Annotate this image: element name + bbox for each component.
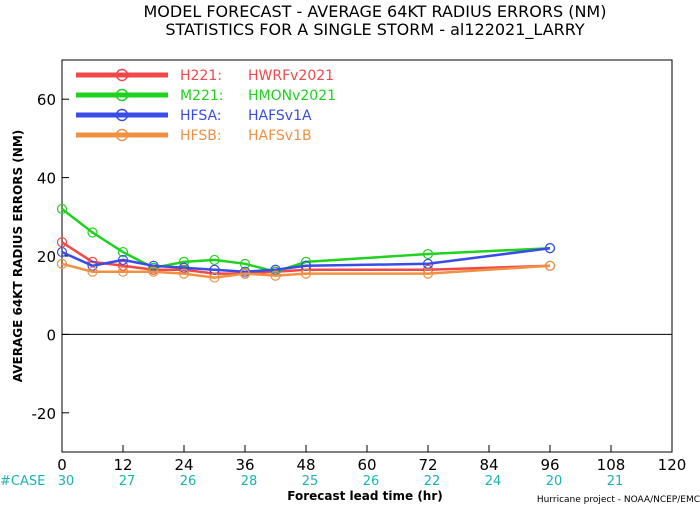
data-point [56,237,68,248]
x-axis-label: Forecast lead time (hr) [287,489,443,503]
case-count: 21 [607,474,624,489]
series-3 [56,258,556,283]
case-count: 20 [546,474,563,489]
data-point [148,260,159,271]
plot-frame [61,59,673,453]
y-tick-label: 0 [46,326,56,344]
legend-item: HFSA: HAFSv1A [76,108,312,124]
data-point [148,266,159,277]
x-tick-label: 48 [296,456,315,474]
legend-code: HFSB: [180,128,222,144]
case-label: #CASE [0,474,45,489]
case-count: 26 [363,474,380,489]
chart-title: MODEL FORECAST - AVERAGE 64KT RADIUS ERR… [144,2,607,21]
x-tick-label: 120 [658,456,687,474]
data-point [422,268,434,279]
data-point [87,227,98,238]
legend-item: H221: HWRFv2021 [76,68,334,84]
legend-item: HFSB: HAFSv1B [76,128,312,144]
case-count: 22 [424,474,441,489]
data-point [270,270,281,281]
data-point [544,260,556,271]
data-point [117,246,129,258]
data-point [87,266,98,277]
data-point [117,254,129,266]
data-point [239,268,251,279]
legend-marker [115,108,129,122]
x-tick-label: 12 [113,456,132,474]
data-point [117,260,129,271]
case-count: 25 [302,474,319,489]
data-point [270,264,281,275]
y-axis-label: AVERAGE 64KT RADIUS ERRORS (NM) [11,130,25,382]
legend-code: H221: [180,68,222,84]
series-line [61,262,551,279]
data-point [544,243,556,254]
legend-model: HAFSv1B [248,128,312,144]
series-layer [56,203,556,283]
y-axis-ticks: -20 0 20 40 60 [32,91,69,423]
x-axis-ticks: 0 12 24 36 48 60 72 84 96 108 120 [57,445,686,474]
legend-marker [115,68,129,82]
data-point [178,256,190,267]
case-count: 26 [180,474,197,489]
data-point [178,268,190,279]
legend-model: HWRFv2021 [248,68,334,84]
series-line [61,208,551,274]
data-point [300,268,312,279]
x-tick-label: 72 [418,456,437,474]
x-tick-label: 108 [597,456,626,474]
plot-area: -20 0 20 40 60 0 12 24 36 48 60 72 84 96 108 120 [32,59,686,474]
case-count: 28 [241,474,258,489]
y-tick-label: 40 [37,170,56,188]
data-point [178,262,190,273]
legend-model: HMONv2021 [248,88,336,104]
data-point [117,266,129,277]
legend: H221: HWRFv2021 M221: HMONv2021 HFSA: HAFSv1A… [76,68,336,144]
x-tick-label: 96 [540,456,559,474]
legend-item: M221: HMONv2021 [76,88,336,104]
case-count: 30 [58,474,75,489]
y-tick-label: 20 [37,248,56,266]
x-tick-label: 0 [57,456,67,474]
legend-marker [115,128,129,142]
legend-code: M221: [180,88,224,104]
chart-subtitle: STATISTICS FOR A SINGLE STORM - al122021… [165,20,584,40]
case-count: 24 [485,474,502,489]
legend-code: HFSA: [180,108,222,124]
x-tick-label: 84 [479,456,498,474]
credit: Hurricane project - NOAA/NCEP/EMC [537,495,700,505]
case-count: 27 [119,474,136,489]
data-point [209,264,220,275]
data-point [209,272,220,283]
data-point [300,260,312,271]
x-tick-label: 24 [174,456,193,474]
x-tick-label: 60 [357,456,376,474]
data-point [422,258,434,269]
legend-marker [115,88,129,102]
data-point [56,258,68,269]
data-point [87,260,98,271]
series-line [61,246,551,273]
data-point [56,246,68,258]
data-point [422,248,434,260]
case-counts: 30 27 26 28 25 26 22 24 20 21 [58,474,624,489]
data-point [239,258,251,269]
data-point [56,203,68,215]
legend-model: HAFSv1A [248,108,312,124]
x-tick-label: 36 [235,456,254,474]
data-point [209,254,220,266]
series-2 [56,243,556,277]
y-tick-label: -20 [32,405,57,423]
y-tick-label: 60 [37,91,56,109]
